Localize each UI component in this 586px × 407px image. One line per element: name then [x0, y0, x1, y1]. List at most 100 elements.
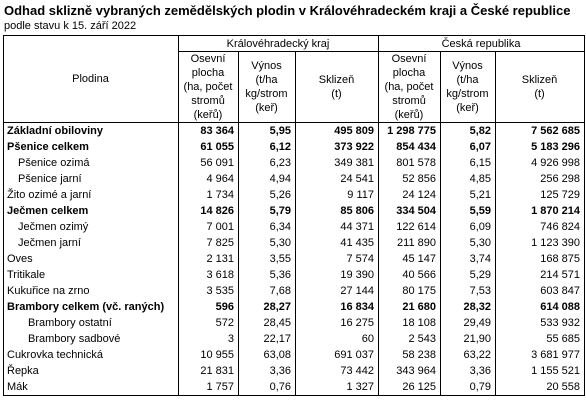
- table-row: Oves 2 131 3,55 7 574 45 147 3,74 168 875: [3, 251, 586, 267]
- cell: 4 926 998: [494, 155, 586, 171]
- cell: 5 183 296: [494, 139, 586, 155]
- crop-name: Brambory celkem (vč. raných): [3, 299, 179, 315]
- cell: 572: [178, 315, 239, 331]
- cell: 533 932: [494, 315, 586, 331]
- table-row: Ječmen ozimý 7 001 6,34 44 371 122 614 6,09 74…: [3, 219, 586, 235]
- cell: 5,21: [440, 187, 496, 203]
- cell: 6,09: [440, 219, 496, 235]
- cell: 1 123 390: [494, 235, 586, 251]
- crop-name: Ječmen celkem: [3, 203, 179, 219]
- cell: 3,55: [238, 251, 296, 267]
- cell: 7,53: [440, 283, 496, 299]
- cell: 3,74: [440, 251, 496, 267]
- cell: 1 734: [178, 187, 239, 203]
- table-row: Pšenice celkem 61 055 6,12 373 922 854 434 6,…: [3, 139, 586, 155]
- cell: 596: [178, 299, 239, 315]
- cell: 691 037: [295, 347, 379, 363]
- cell: 5,30: [440, 235, 496, 251]
- crop-name: Cukrovka technická: [3, 347, 179, 363]
- crop-name: Brambory sadbové: [3, 331, 179, 347]
- cell: 6,12: [238, 139, 296, 155]
- cell: 16 834: [295, 299, 379, 315]
- cell: 63,22: [440, 347, 496, 363]
- cell: 5,82: [440, 122, 496, 139]
- cell: 5,29: [440, 267, 496, 283]
- cell: 45 147: [378, 251, 441, 267]
- cell: 3,36: [440, 363, 496, 379]
- cell: 80 175: [378, 283, 441, 299]
- cell: 16 275: [295, 315, 379, 331]
- table-row: Žito ozimé a jarní 1 734 5,26 9 117 24 124 5,…: [3, 187, 586, 203]
- cell: 334 504: [378, 203, 441, 219]
- cell: 5,30: [238, 235, 296, 251]
- cell: 0,79: [440, 379, 496, 396]
- table-row: Pšenice ozimá 56 091 6,23 349 381 801 578 6,1…: [3, 155, 586, 171]
- cell: 256 298: [494, 171, 586, 187]
- column-header: Osevní plocha (ha, počet stromů (keřů): [378, 51, 441, 123]
- cell: 349 381: [295, 155, 379, 171]
- cell: 20 558: [494, 379, 586, 396]
- table-row: Brambory celkem (vč. raných) 596 28,27 16 8…: [3, 299, 586, 315]
- crop-name: Pšenice ozimá: [3, 155, 179, 171]
- cell: 63,08: [238, 347, 296, 363]
- cell: 854 434: [378, 139, 441, 155]
- cell: 3 535: [178, 283, 239, 299]
- cell: 2 543: [378, 331, 441, 347]
- crop-name: Základní obiloviny: [3, 122, 179, 139]
- column-header: Výnos (t/ha kg/strom (keř): [440, 51, 496, 123]
- cell: 61 055: [178, 139, 239, 155]
- cell: 28,27: [238, 299, 296, 315]
- table-row: Brambory sadbové 3 22,17 60 2 543 21,90 55 685: [3, 331, 586, 347]
- cell: 21 680: [378, 299, 441, 315]
- cell: 614 088: [494, 299, 586, 315]
- crop-name: Pšenice jarní: [3, 171, 179, 187]
- title: Odhad sklizně vybraných zemědělských plo…: [4, 3, 571, 18]
- cell: 52 856: [378, 171, 441, 187]
- cell: 343 964: [378, 363, 441, 379]
- table-row: Pšenice jarní 4 964 4,94 24 541 52 856 4,85 25…: [3, 171, 586, 187]
- cell: 122 614: [378, 219, 441, 235]
- table-row: Ječmen jarní 7 825 5,30 41 435 211 890 5,30 1 …: [3, 235, 586, 251]
- cell: 1 327: [295, 379, 379, 396]
- cell: 85 806: [295, 203, 379, 219]
- cell: 60: [295, 331, 379, 347]
- cell: 125 729: [494, 187, 586, 203]
- cell: 7 825: [178, 235, 239, 251]
- table-row: Základní obiloviny 83 364 5,95 495 809 1 298…: [3, 122, 586, 139]
- cell: 0,76: [238, 379, 296, 396]
- column-header: Sklizeň (t): [494, 51, 586, 123]
- cell: 495 809: [295, 122, 379, 139]
- cell: 7 001: [178, 219, 239, 235]
- cell: 3,36: [238, 363, 296, 379]
- crop-name: Oves: [3, 251, 179, 267]
- cell: 5,95: [238, 122, 296, 139]
- crop-name: Ječmen jarní: [3, 235, 179, 251]
- cell: 603 847: [494, 283, 586, 299]
- crop-name: Pšenice celkem: [3, 139, 179, 155]
- cell: 40 566: [378, 267, 441, 283]
- cell: 6,23: [238, 155, 296, 171]
- cell: 211 890: [378, 235, 441, 251]
- crop-header: Plodina: [3, 35, 179, 123]
- cell: 83 364: [178, 122, 239, 139]
- column-header: Osevní plocha (ha, počet stromů (keřů): [178, 51, 239, 123]
- table-row: Tritikale 3 618 5,36 19 390 40 566 5,29 214 57…: [3, 267, 586, 283]
- cell: 1 298 775: [378, 122, 441, 139]
- cell: 2 131: [178, 251, 239, 267]
- group-header: Královéhradecký kraj: [178, 35, 379, 52]
- cell: 7,68: [238, 283, 296, 299]
- cell: 28,45: [238, 315, 296, 331]
- column-header: Výnos (t/ha kg/strom (keř): [238, 51, 296, 123]
- cell: 5,36: [238, 267, 296, 283]
- cell: 5,59: [440, 203, 496, 219]
- cell: 4 964: [178, 171, 239, 187]
- cell: 4,85: [440, 171, 496, 187]
- cell: 18 108: [378, 315, 441, 331]
- group-header: Česká republika: [377, 35, 586, 52]
- cell: 21,90: [440, 331, 496, 347]
- cell: 21 831: [178, 363, 239, 379]
- cell: 7 574: [295, 251, 379, 267]
- cell: 5,26: [238, 187, 296, 203]
- cell: 10 955: [178, 347, 239, 363]
